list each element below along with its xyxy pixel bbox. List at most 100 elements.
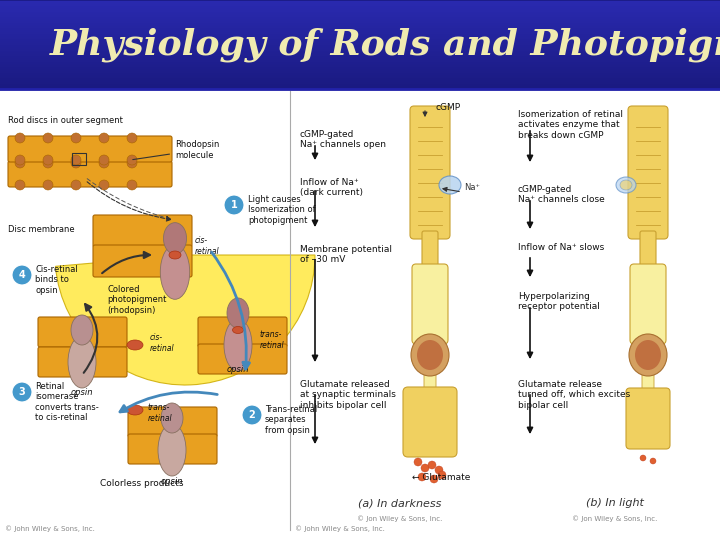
Text: Membrane potential
of –30 mV: Membrane potential of –30 mV — [300, 245, 392, 265]
Circle shape — [428, 461, 436, 469]
Text: Inflow of Na⁺ slows: Inflow of Na⁺ slows — [518, 243, 604, 252]
FancyBboxPatch shape — [630, 264, 666, 344]
Text: (a) In darkness: (a) In darkness — [359, 498, 441, 508]
Text: opsin: opsin — [161, 477, 184, 486]
Text: © Jon Wiley & Sons, Inc.: © Jon Wiley & Sons, Inc. — [572, 515, 657, 522]
Ellipse shape — [127, 340, 143, 350]
Ellipse shape — [99, 158, 109, 168]
Ellipse shape — [43, 158, 53, 168]
Text: 4: 4 — [19, 270, 25, 280]
Text: Physiology of Rods and Photopigments: Physiology of Rods and Photopigments — [50, 27, 720, 62]
Text: trans-
retinal: trans- retinal — [260, 330, 284, 350]
FancyBboxPatch shape — [422, 231, 438, 270]
FancyBboxPatch shape — [198, 344, 287, 374]
Text: Na⁺: Na⁺ — [464, 184, 480, 192]
Ellipse shape — [169, 251, 181, 259]
Ellipse shape — [161, 403, 183, 433]
Ellipse shape — [227, 298, 249, 328]
Ellipse shape — [417, 340, 443, 370]
Ellipse shape — [15, 133, 25, 143]
Circle shape — [224, 195, 244, 215]
Ellipse shape — [127, 133, 137, 143]
Wedge shape — [55, 255, 315, 385]
Text: Glutamate released
at synaptic terminals
inhibits bipolar cell: Glutamate released at synaptic terminals… — [300, 380, 396, 410]
FancyBboxPatch shape — [8, 136, 172, 162]
Circle shape — [421, 464, 429, 472]
Ellipse shape — [71, 133, 81, 143]
Ellipse shape — [15, 158, 25, 168]
FancyBboxPatch shape — [38, 347, 127, 377]
Ellipse shape — [224, 319, 252, 371]
FancyBboxPatch shape — [642, 341, 654, 393]
Ellipse shape — [127, 180, 137, 190]
FancyBboxPatch shape — [128, 407, 217, 437]
Text: Retinal
isomerase
converts trans-
to cis-retinal: Retinal isomerase converts trans- to cis… — [35, 382, 99, 422]
Text: cGMP-gated
Na⁺ channels close: cGMP-gated Na⁺ channels close — [518, 185, 605, 205]
FancyBboxPatch shape — [128, 434, 217, 464]
Ellipse shape — [439, 176, 461, 194]
Circle shape — [640, 455, 646, 461]
Ellipse shape — [158, 424, 186, 476]
Text: Hyperpolarizing
receptor potential: Hyperpolarizing receptor potential — [518, 292, 600, 312]
FancyBboxPatch shape — [8, 161, 172, 187]
Text: opsin: opsin — [71, 388, 94, 397]
Circle shape — [435, 466, 443, 474]
FancyBboxPatch shape — [403, 387, 457, 457]
FancyBboxPatch shape — [0, 89, 720, 540]
Circle shape — [430, 475, 438, 483]
Ellipse shape — [99, 155, 109, 165]
Ellipse shape — [127, 158, 137, 168]
Ellipse shape — [127, 155, 137, 165]
Ellipse shape — [15, 155, 25, 165]
Text: 2: 2 — [248, 410, 256, 420]
FancyBboxPatch shape — [410, 106, 450, 239]
Ellipse shape — [233, 327, 243, 334]
Ellipse shape — [71, 180, 81, 190]
Text: (b) In light: (b) In light — [586, 498, 644, 508]
Text: Isomerization of retinal
activates enzyme that
breaks down cGMP: Isomerization of retinal activates enzym… — [518, 110, 623, 140]
FancyBboxPatch shape — [93, 215, 192, 247]
Ellipse shape — [71, 315, 93, 345]
Text: © Jon Wiley & Sons, Inc.: © Jon Wiley & Sons, Inc. — [357, 515, 443, 522]
Circle shape — [12, 265, 32, 285]
Ellipse shape — [616, 177, 636, 193]
Ellipse shape — [411, 334, 449, 376]
Text: 3: 3 — [19, 387, 25, 397]
Ellipse shape — [43, 133, 53, 143]
Ellipse shape — [71, 158, 81, 168]
Text: © John Wiley & Sons, Inc.: © John Wiley & Sons, Inc. — [295, 525, 385, 532]
FancyBboxPatch shape — [640, 231, 656, 270]
Ellipse shape — [620, 180, 632, 190]
FancyBboxPatch shape — [628, 106, 668, 239]
Text: Rhodopsin
molecule: Rhodopsin molecule — [132, 140, 220, 160]
Text: Colored
photopigment
(rhodopsin): Colored photopigment (rhodopsin) — [107, 285, 166, 315]
Text: Trans-retinal
separates
from opsin: Trans-retinal separates from opsin — [265, 405, 318, 435]
Ellipse shape — [15, 180, 25, 190]
Ellipse shape — [68, 336, 96, 388]
Text: Light causes
Isomerization of
photopigment: Light causes Isomerization of photopigme… — [248, 195, 315, 225]
Ellipse shape — [163, 222, 186, 254]
Text: cGMP-gated
Na⁺ channels open: cGMP-gated Na⁺ channels open — [300, 130, 386, 150]
Ellipse shape — [71, 155, 81, 165]
Ellipse shape — [43, 155, 53, 165]
Ellipse shape — [629, 334, 667, 376]
Circle shape — [418, 473, 426, 481]
Text: © John Wiley & Sons, Inc.: © John Wiley & Sons, Inc. — [5, 525, 95, 532]
Text: Disc membrane: Disc membrane — [8, 226, 75, 234]
Text: cis-
retinal: cis- retinal — [195, 237, 220, 256]
FancyBboxPatch shape — [626, 388, 670, 449]
Ellipse shape — [99, 133, 109, 143]
Circle shape — [414, 458, 422, 466]
Circle shape — [12, 382, 32, 402]
Text: trans-
retinal: trans- retinal — [148, 403, 173, 423]
Text: cGMP: cGMP — [435, 103, 460, 112]
FancyBboxPatch shape — [93, 245, 192, 277]
Circle shape — [242, 405, 262, 425]
Text: Colorless products: Colorless products — [100, 479, 184, 488]
Text: 1: 1 — [230, 200, 238, 210]
FancyBboxPatch shape — [412, 264, 448, 344]
Ellipse shape — [161, 245, 189, 299]
FancyBboxPatch shape — [38, 317, 127, 347]
FancyBboxPatch shape — [0, 0, 720, 89]
FancyBboxPatch shape — [424, 341, 436, 393]
